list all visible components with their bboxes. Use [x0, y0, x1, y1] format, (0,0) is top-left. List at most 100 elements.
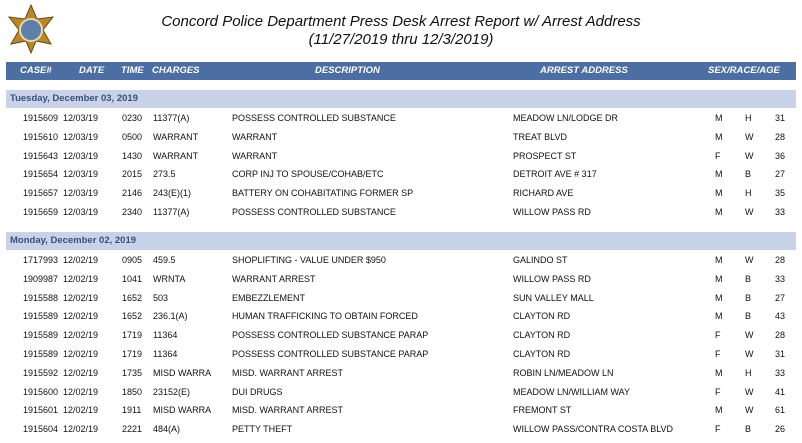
cell: 2340	[122, 207, 143, 217]
cell: HUMAN TRAFFICKING TO OBTAIN FORCED	[232, 311, 418, 322]
cell: CORP INJ TO SPOUSE/COHAB/ETC	[232, 169, 384, 180]
cell: H	[745, 113, 752, 123]
cell: 27	[774, 292, 785, 303]
cell: 12/03/19	[63, 207, 99, 217]
cell: MISD WARRA	[153, 367, 212, 378]
cell: B	[745, 424, 752, 435]
cell: 12/02/19	[63, 367, 99, 378]
cell: H	[745, 188, 752, 199]
column-header: ARREST ADDRESS	[540, 65, 628, 76]
cell: 484(A)	[153, 424, 181, 435]
cell: 12/02/19	[63, 311, 99, 322]
badge	[7, 4, 55, 54]
cell: 36	[774, 150, 785, 161]
cell: 28	[774, 131, 785, 142]
cell: WRNTA	[153, 273, 186, 284]
cell: 1915657	[22, 188, 58, 199]
group-label: Tuesday, December 03, 2019	[10, 93, 138, 104]
cell: 28	[774, 255, 785, 265]
cell: 1915589	[22, 311, 58, 322]
cell: 27	[774, 169, 785, 180]
cell: 12/02/19	[63, 255, 99, 265]
cell: 1915601	[22, 405, 58, 416]
cell: 0230	[122, 113, 143, 123]
cell: WARRANT ARREST	[232, 273, 316, 284]
cell: M	[715, 188, 723, 199]
cell: DUI DRUGS	[232, 386, 283, 397]
cell: WARRANT	[232, 150, 278, 161]
cell: 1911	[122, 405, 142, 416]
cell: 1652	[122, 292, 143, 303]
cell: W	[745, 405, 754, 416]
cell: SHOPLIFTING - VALUE UNDER $950	[232, 255, 386, 265]
cell: 1915588	[22, 292, 58, 303]
cell: GALINDO ST	[513, 255, 568, 265]
cell: 61	[774, 405, 785, 416]
cell: 12/02/19	[63, 405, 99, 416]
cell: POSSESS CONTROLLED SUBSTANCE PARAP	[232, 349, 429, 359]
cell: 1915654	[22, 169, 58, 180]
cell: 1915592	[22, 367, 58, 378]
cell: F	[715, 386, 721, 397]
cell: 23152(E)	[153, 386, 191, 397]
cell: B	[745, 311, 752, 322]
column-header: SEX/RACE/AGE	[708, 65, 780, 76]
cell: 31	[774, 349, 785, 359]
column-header: DESCRIPTION	[315, 65, 380, 76]
cell: 12/03/19	[63, 113, 99, 123]
cell: 1915609	[22, 113, 58, 123]
cell: M	[715, 169, 723, 180]
cell: MISD WARRA	[153, 405, 212, 416]
cell: 12/02/19	[63, 349, 99, 359]
cell: M	[715, 131, 723, 142]
cell: 1719	[122, 349, 143, 359]
header-bar	[6, 62, 796, 80]
cell: 12/02/19	[63, 273, 99, 284]
cell: 1915589	[22, 330, 58, 341]
cell: 1915610	[22, 131, 58, 142]
column-header: CASE#	[20, 65, 52, 76]
cell: M	[715, 113, 723, 123]
cell: 12/03/19	[63, 131, 99, 142]
cell: W	[745, 131, 754, 142]
cell: 33	[774, 273, 785, 284]
cell: M	[715, 405, 723, 416]
cell: M	[715, 367, 723, 378]
cell: SUN VALLEY MALL	[513, 292, 594, 303]
cell: 12/02/19	[63, 292, 99, 303]
cell: 12/02/19	[63, 330, 99, 341]
group-band	[6, 90, 796, 108]
cell: 236.1(A)	[153, 311, 188, 322]
cell: 33	[774, 367, 785, 378]
cell: 1915600	[22, 386, 58, 397]
cell: M	[715, 292, 723, 303]
cell: 35	[774, 188, 785, 199]
cell: CLAYTON RD	[513, 349, 571, 359]
cell: B	[745, 169, 752, 180]
cell: 1850	[122, 386, 143, 397]
column-header: TIME	[121, 65, 144, 76]
cell: MEADOW LN/LODGE DR	[513, 113, 619, 123]
cell: WILLOW PASS RD	[513, 207, 591, 217]
column-header: CHARGES	[152, 65, 200, 76]
group-label: Monday, December 02, 2019	[10, 235, 137, 246]
cell: M	[715, 273, 723, 284]
cell: 1717993	[22, 255, 58, 265]
cell: 31	[774, 113, 785, 123]
cell: 1041	[122, 273, 143, 284]
cell: F	[715, 150, 721, 161]
cell: PETTY THEFT	[232, 424, 293, 435]
cell: 1915604	[22, 424, 58, 435]
cell: 12/03/19	[63, 169, 99, 180]
cell: B	[745, 273, 752, 284]
cell: 12/02/19	[63, 386, 99, 397]
cell: W	[745, 349, 754, 359]
cell: 11364	[153, 349, 178, 359]
cell: 12/03/19	[63, 188, 99, 199]
cell: 0905	[122, 255, 143, 265]
cell: MEADOW LN/WILLIAM WAY	[513, 386, 631, 397]
cell: 11377(A)	[153, 207, 190, 217]
cell: 11364	[153, 330, 178, 341]
cell: 1915659	[22, 207, 58, 217]
cell: 43	[774, 311, 785, 322]
